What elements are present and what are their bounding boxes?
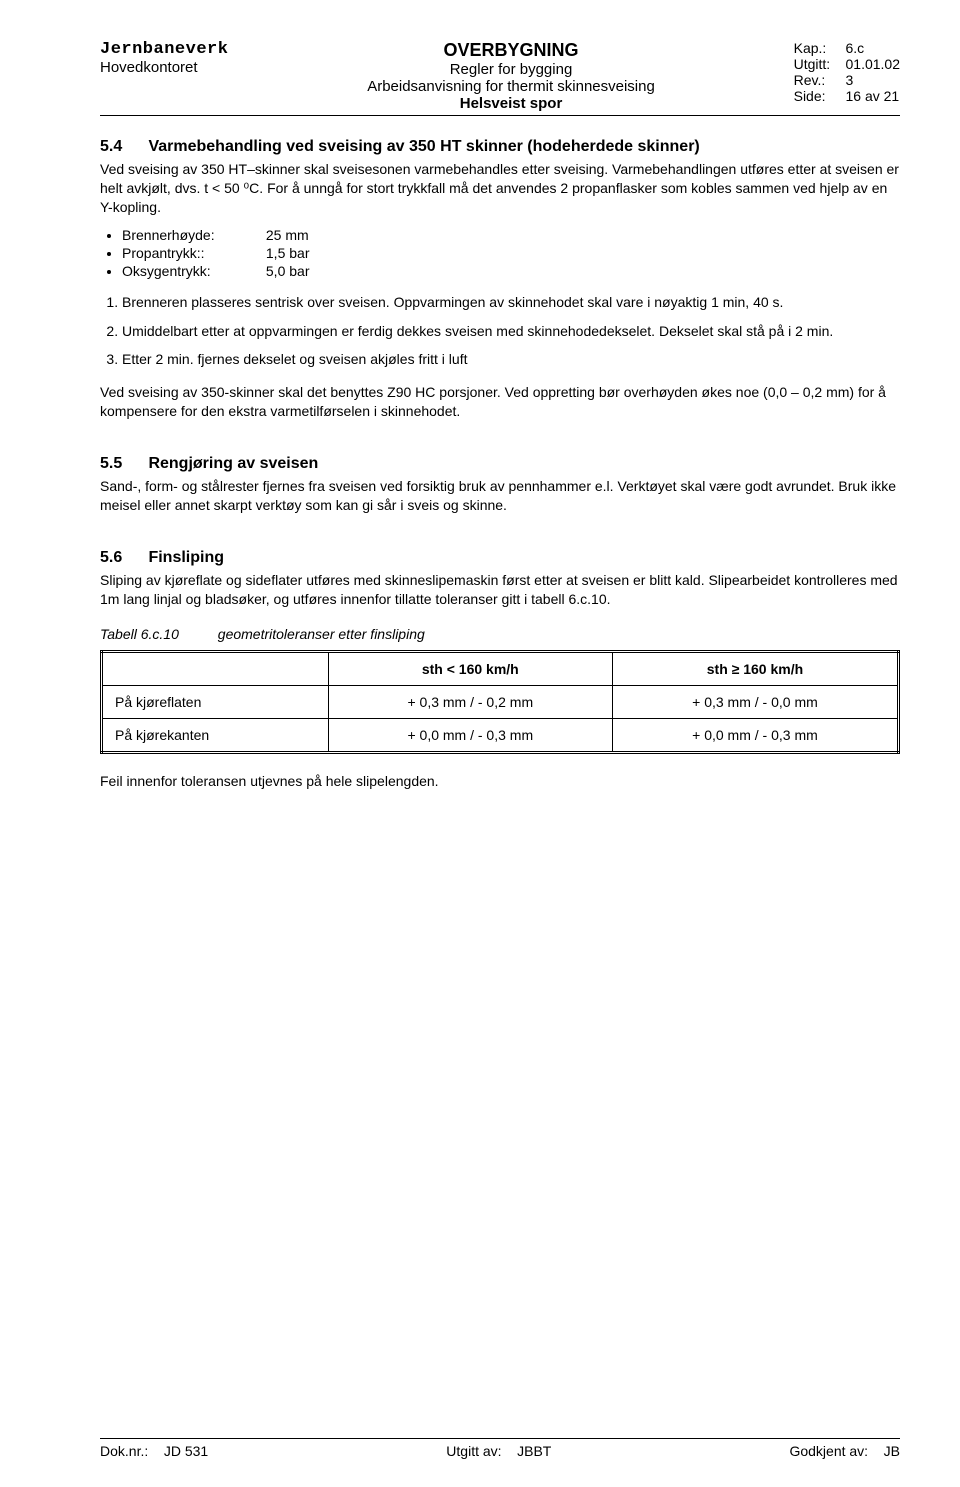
logo-text: Jernbaneverk [100, 40, 228, 59]
page-header: Jernbaneverk Hovedkontoret OVERBYGNING R… [100, 40, 900, 116]
table-header-col2: sth ≥ 160 km/h [612, 651, 898, 685]
section-5-6-num: 5.6 [100, 549, 144, 567]
table-row: På kjørekanten + 0,0 mm / - 0,3 mm + 0,0… [102, 718, 899, 752]
section-5-6-title: Finsliping [148, 549, 224, 566]
bullet-propantrykk-val: 1,5 bar [266, 245, 310, 261]
page: Jernbaneverk Hovedkontoret OVERBYGNING R… [0, 0, 960, 1487]
table-caption: geometritoleranser etter finsliping [218, 626, 425, 642]
section-5-4-num: 5.4 [100, 138, 144, 156]
section-5-5-para-1: Sand-, form- og stålrester fjernes fra s… [100, 477, 900, 515]
table-header-empty [102, 651, 329, 685]
footer-godkjent-label: Godkjent av: [789, 1443, 868, 1459]
step-1: Brenneren plasseres sentrisk over sveise… [122, 293, 900, 312]
row-kjorekanten-label: På kjørekanten [102, 718, 329, 752]
footer-utgitt-value: JBBT [517, 1443, 551, 1459]
footer-doknr-label: Dok.nr.: [100, 1443, 148, 1459]
section-5-6-para-2: Feil innenfor toleransen utjevnes på hel… [100, 772, 900, 791]
meta-side: Side: 16 av 21 [794, 88, 900, 104]
table-header-row: sth < 160 km/h sth ≥ 160 km/h [102, 651, 899, 685]
row-kjorekanten-c1: + 0,0 mm / - 0,3 mm [328, 718, 612, 752]
footer-godkjent: Godkjent av: JB [789, 1443, 900, 1459]
section-5-4-para-2: Ved sveising av 350-skinner skal det ben… [100, 383, 900, 421]
meta-side-value: 16 av 21 [846, 88, 900, 104]
meta-rev-label: Rev.: [794, 72, 842, 88]
meta-kap: Kap.: 6.c [794, 40, 900, 56]
table-ref: Tabell 6.c.10 [100, 626, 179, 642]
meta-utgitt-label: Utgitt: [794, 56, 842, 72]
footer-utgitt-label: Utgitt av: [446, 1443, 501, 1459]
meta-kap-label: Kap.: [794, 40, 842, 56]
section-5-4-heading: 5.4 Varmebehandling ved sveising av 350 … [100, 138, 900, 156]
header-center: OVERBYGNING Regler for bygging Arbeidsan… [228, 40, 793, 112]
step-3: Etter 2 min. fjernes dekselet og sveisen… [122, 350, 900, 369]
doc-subtitle-1: Regler for bygging [228, 61, 793, 78]
section-5-6-para-1: Sliping av kjøreflate og sideflater utfø… [100, 571, 900, 609]
row-kjoreflaten-label: På kjøreflaten [102, 685, 329, 718]
meta-rev: Rev.: 3 [794, 72, 900, 88]
page-footer: Dok.nr.: JD 531 Utgitt av: JBBT Godkjent… [100, 1438, 900, 1459]
footer-godkjent-value: JB [884, 1443, 900, 1459]
row-kjorekanten-c2: + 0,0 mm / - 0,3 mm [612, 718, 898, 752]
section-5-4-bullets: Brennerhøyde: 25 mm Propantrykk:: 1,5 ba… [100, 227, 900, 279]
tolerances-table: sth < 160 km/h sth ≥ 160 km/h På kjørefl… [100, 650, 900, 754]
footer-utgitt: Utgitt av: JBBT [446, 1443, 551, 1459]
meta-kap-value: 6.c [846, 40, 865, 56]
doc-subtitle-2: Arbeidsanvisning for thermit skinnesveis… [228, 78, 793, 95]
section-5-5-heading: 5.5 Rengjøring av sveisen [100, 455, 900, 473]
bullet-oksygentrykk: Oksygentrykk: 5,0 bar [122, 263, 900, 279]
bullet-brennerhoyde-label: Brennerhøyde: [122, 227, 262, 243]
meta-side-label: Side: [794, 88, 842, 104]
bullet-brennerhoyde: Brennerhøyde: 25 mm [122, 227, 900, 243]
footer-doknr-value: JD 531 [164, 1443, 208, 1459]
section-5-4-para-1: Ved sveising av 350 HT–skinner skal svei… [100, 160, 900, 217]
step-2: Umiddelbart etter at oppvarmingen er fer… [122, 322, 900, 341]
table-row: På kjøreflaten + 0,3 mm / - 0,2 mm + 0,3… [102, 685, 899, 718]
section-5-5-num: 5.5 [100, 455, 144, 473]
section-5-5-title: Rengjøring av sveisen [148, 455, 318, 472]
section-5-6-heading: 5.6 Finsliping [100, 549, 900, 567]
meta-utgitt: Utgitt: 01.01.02 [794, 56, 900, 72]
table-caption-row: Tabell 6.c.10 geometritoleranser etter f… [100, 625, 900, 644]
footer-doknr: Dok.nr.: JD 531 [100, 1443, 208, 1459]
table-header-col1: sth < 160 km/h [328, 651, 612, 685]
section-5-4-steps: Brenneren plasseres sentrisk over sveise… [100, 293, 900, 370]
row-kjoreflaten-c2: + 0,3 mm / - 0,0 mm [612, 685, 898, 718]
bullet-propantrykk: Propantrykk:: 1,5 bar [122, 245, 900, 261]
bullet-brennerhoyde-val: 25 mm [266, 227, 309, 243]
bullet-oksygentrykk-label: Oksygentrykk: [122, 263, 262, 279]
meta-rev-value: 3 [846, 72, 854, 88]
section-5-4-title: Varmebehandling ved sveising av 350 HT s… [148, 138, 699, 155]
bullet-propantrykk-label: Propantrykk:: [122, 245, 262, 261]
header-left: Jernbaneverk Hovedkontoret [100, 40, 228, 112]
doc-subtitle-3: Helsveist spor [228, 95, 793, 112]
doc-main-title: OVERBYGNING [228, 40, 793, 61]
meta-utgitt-value: 01.01.02 [846, 56, 901, 72]
bullet-oksygentrykk-val: 5,0 bar [266, 263, 310, 279]
row-kjoreflaten-c1: + 0,3 mm / - 0,2 mm [328, 685, 612, 718]
header-right-meta: Kap.: 6.c Utgitt: 01.01.02 Rev.: 3 Side:… [794, 40, 900, 112]
org-subtitle: Hovedkontoret [100, 59, 228, 76]
